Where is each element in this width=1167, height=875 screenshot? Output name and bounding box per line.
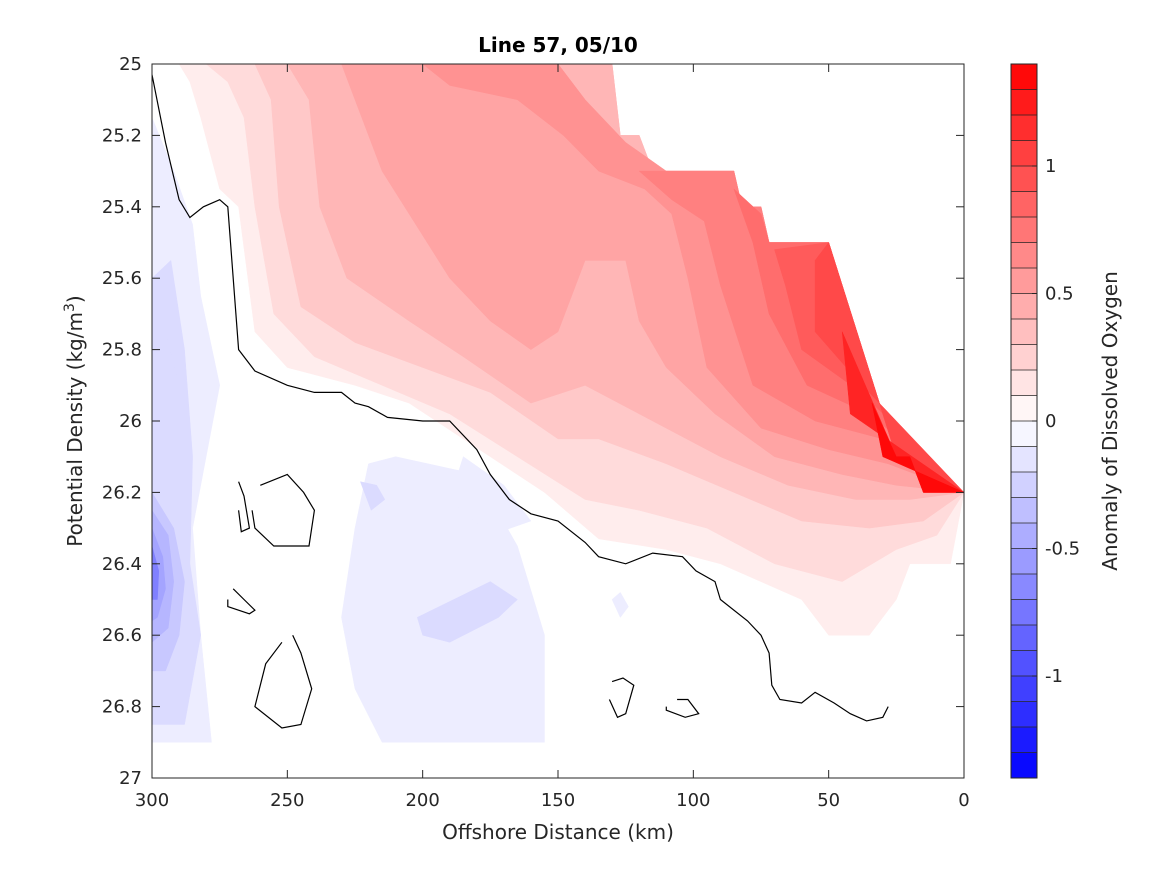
y-tick-label: 25.6 <box>102 268 142 289</box>
contour-band-14 <box>449 456 532 536</box>
colorbar-swatch <box>1011 701 1037 728</box>
colorbar-swatch <box>1011 523 1037 549</box>
colorbar-tick-label: 0.5 <box>1045 284 1074 305</box>
zero-contour-lines <box>152 74 889 729</box>
x-tick-label: 150 <box>541 790 575 811</box>
y-axis: 25 25.2 25.4 25.6 25.8 26 26.2 26.4 26.6 26.8 27 <box>102 54 964 789</box>
zero-contour-0 <box>152 74 889 722</box>
y-tick-label: 27 <box>119 768 142 789</box>
y-tick-label: 26.8 <box>102 697 142 718</box>
colorbar-swatch <box>1011 217 1037 243</box>
contour-band-11 <box>871 402 964 493</box>
colorbar-swatch <box>1011 599 1037 626</box>
zero-contour-5 <box>608 677 635 719</box>
colorbar: -1 -0.5 0 0.5 1 <box>1010 63 1080 779</box>
colorbar-swatch <box>1011 676 1037 702</box>
x-axis-label: Offshore Distance (km) <box>442 820 674 844</box>
colorbar-swatch <box>1011 293 1037 320</box>
y-tick-label: 26.4 <box>102 554 142 575</box>
colorbar-swatch <box>1011 319 1037 345</box>
colorbar-tick-label: -1 <box>1045 666 1063 687</box>
y-tick-label: 25.4 <box>102 197 142 218</box>
x-tick-label: 0 <box>958 790 969 811</box>
colorbar-swatch <box>1011 115 1037 141</box>
y-axis-label-close: ) <box>63 295 87 303</box>
zero-contour-2 <box>251 473 316 547</box>
colorbar-tick-label: 0 <box>1045 411 1056 432</box>
colorbar-swatch <box>1011 472 1037 498</box>
filled-contours <box>152 64 964 743</box>
colorbar-label: Anomaly of Dissolved Oxygen <box>1098 271 1122 571</box>
zero-contour-1 <box>238 481 251 533</box>
x-axis: 300 250 200 150 100 50 0 <box>135 64 970 811</box>
y-tick-label: 26.2 <box>102 482 142 503</box>
x-tick-label: 300 <box>135 790 169 811</box>
x-tick-label: 250 <box>270 790 304 811</box>
colorbar-swatch <box>1011 421 1037 447</box>
colorbar-swatch <box>1011 752 1037 779</box>
colorbar-swatch <box>1011 268 1037 294</box>
zero-contour-6 <box>665 698 700 718</box>
colorbar-swatch <box>1011 64 1037 90</box>
y-tick-label: 26.6 <box>102 625 142 646</box>
contour-band-19 <box>360 481 386 511</box>
x-tick-label: 100 <box>676 790 710 811</box>
y-tick-label: 25 <box>119 54 142 75</box>
colorbar-swatch <box>1011 191 1037 218</box>
y-tick-label: 25.8 <box>102 340 142 361</box>
colorbar-tick-label: 1 <box>1045 156 1056 177</box>
contour-band-18 <box>416 581 518 643</box>
contour-band-17 <box>165 331 180 422</box>
colorbar-swatch <box>1011 242 1037 269</box>
colorbar-swatch <box>1011 625 1037 651</box>
colorbar-swatch <box>1011 446 1037 473</box>
y-axis-label: Potential Density (kg/m3) <box>62 295 87 546</box>
colorbar-swatch <box>1011 89 1037 116</box>
y-tick-label: 26 <box>119 411 142 432</box>
y-axis-label-main: Potential Density (kg/m <box>63 312 87 547</box>
colorbar-swatch <box>1011 344 1037 371</box>
contour-band-23 <box>152 545 160 600</box>
colorbar-swatch <box>1011 650 1037 677</box>
colorbar-tick-label: -0.5 <box>1045 539 1080 560</box>
colorbar-swatch <box>1011 727 1037 753</box>
contour-band-15 <box>611 592 629 618</box>
colorbar-swatch <box>1011 548 1037 575</box>
colorbar-swatch <box>1011 140 1037 167</box>
y-axis-label-superscript: 3 <box>62 303 78 312</box>
colorbar-swatch <box>1011 497 1037 524</box>
colorbar-swatch <box>1011 166 1037 192</box>
x-tick-label: 50 <box>817 790 840 811</box>
x-tick-label: 200 <box>405 790 439 811</box>
zero-contour-4 <box>254 634 313 729</box>
y-tick-label: 25.2 <box>102 125 142 146</box>
colorbar-swatch <box>1011 370 1037 396</box>
colorbar-swatch <box>1011 395 1037 422</box>
colorbar-swatch <box>1011 574 1037 600</box>
chart-title: Line 57, 05/10 <box>478 33 638 57</box>
zero-contour-3 <box>227 588 256 615</box>
